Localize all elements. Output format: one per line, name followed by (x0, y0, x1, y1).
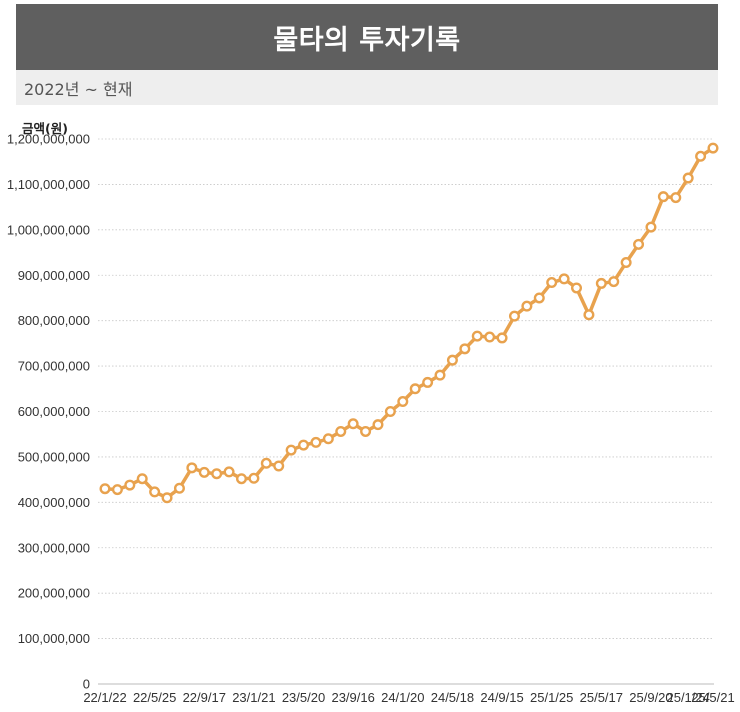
y-tick-label: 300,000,000 (18, 540, 90, 555)
x-tick-label: 25/9/20 (629, 690, 672, 705)
data-point (298, 439, 310, 451)
data-point (670, 192, 682, 204)
y-axis: 0 100,000,000 200,000,000 300,000,000 400,00… (7, 132, 90, 692)
y-tick-label: 400,000,000 (18, 495, 90, 510)
y-tick-label: 500,000,000 (18, 449, 90, 464)
data-point (422, 376, 434, 388)
data-point (571, 282, 583, 294)
y-tick-label: 1,000,000,000 (7, 222, 90, 237)
x-tick-label: 23/5/20 (282, 690, 325, 705)
data-point (124, 479, 136, 491)
x-tick-label: 25/1/25 (530, 690, 573, 705)
data-point (620, 257, 632, 269)
data-point (434, 369, 446, 381)
data-points (99, 142, 719, 504)
data-point (558, 273, 570, 285)
data-point (248, 472, 260, 484)
data-point (198, 466, 210, 478)
y-tick-label: 700,000,000 (18, 359, 90, 374)
data-point (285, 444, 297, 456)
data-point (682, 172, 694, 184)
data-point (508, 310, 520, 322)
y-tick-label: 100,000,000 (18, 631, 90, 646)
data-point (111, 484, 123, 496)
data-point (645, 221, 657, 233)
x-tick-label: 23/1/21 (232, 690, 275, 705)
data-point (657, 191, 669, 203)
x-axis: 22/1/22 22/5/25 22/9/17 23/1/21 23/5/20 23/9/… (83, 690, 734, 705)
data-point (136, 473, 148, 485)
data-point (608, 276, 620, 288)
data-point (223, 466, 235, 478)
data-point (546, 277, 558, 289)
x-tick-label: 25/5/17 (580, 690, 623, 705)
y-tick-label: 600,000,000 (18, 404, 90, 419)
x-tick-label: 24/1/20 (381, 690, 424, 705)
y-tick-label: 1,200,000,000 (7, 132, 90, 147)
data-point (633, 238, 645, 250)
chart-subtitle-bar: 2022년 ~ 현재 (16, 70, 718, 105)
chart-subtitle: 2022년 ~ 현재 (24, 79, 133, 99)
x-tick-label: 22/9/17 (183, 690, 226, 705)
data-point (360, 425, 372, 437)
data-point (211, 468, 223, 480)
data-point (161, 492, 173, 504)
x-tick-label: 22/1/22 (83, 690, 126, 705)
data-point (595, 277, 607, 289)
data-point (471, 330, 483, 342)
data-point (273, 460, 285, 472)
data-point (372, 419, 384, 431)
data-point (397, 396, 409, 408)
data-point (446, 354, 458, 366)
data-point (521, 300, 533, 312)
data-point (235, 473, 247, 485)
data-point (347, 418, 359, 430)
data-point (322, 433, 334, 445)
data-point (186, 462, 198, 474)
y-tick-label: 0 (83, 677, 90, 692)
data-point (533, 292, 545, 304)
data-point (335, 425, 347, 437)
data-point (409, 383, 421, 395)
data-point (583, 309, 595, 321)
y-tick-label: 200,000,000 (18, 586, 90, 601)
chart-grid (98, 138, 714, 639)
data-point (384, 406, 396, 418)
data-point (149, 486, 161, 498)
chart-title: 물타의 투자기록 (273, 24, 461, 56)
data-point (695, 150, 707, 162)
series-line (103, 146, 715, 500)
data-point (496, 332, 508, 344)
data-point (260, 457, 272, 469)
data-point (484, 331, 496, 343)
x-tick-label: 25/1/24 (666, 690, 709, 705)
x-tick-label: 24/9/15 (480, 690, 523, 705)
y-axis-label: 금액(원) (22, 121, 68, 136)
x-tick-label: 22/5/25 (133, 690, 176, 705)
x-tick-label: 25/5/21 (691, 690, 734, 705)
data-point (173, 482, 185, 494)
y-tick-label: 1,100,000,000 (7, 177, 90, 192)
y-tick-label: 800,000,000 (18, 313, 90, 328)
y-tick-label: 900,000,000 (18, 268, 90, 283)
data-point (310, 436, 322, 448)
x-tick-label: 23/9/16 (331, 690, 374, 705)
x-tick-label: 24/5/18 (431, 690, 474, 705)
data-point (707, 142, 719, 154)
chart-title-bar: 물타의 투자기록 (16, 4, 718, 70)
data-point (99, 483, 111, 495)
data-point (459, 343, 471, 355)
